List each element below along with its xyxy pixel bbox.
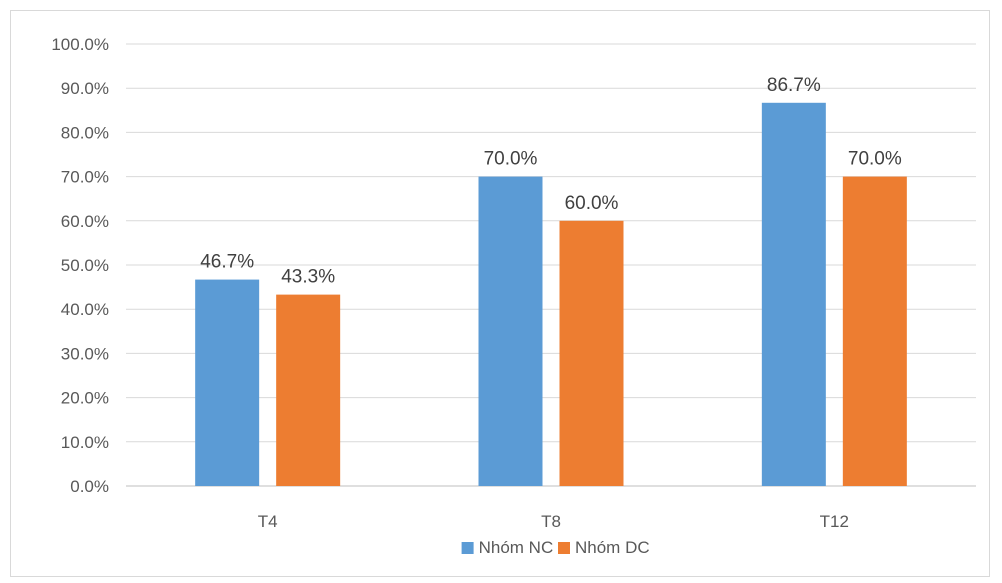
data-label: 46.7% bbox=[200, 252, 254, 273]
y-tick-label: 80.0% bbox=[61, 123, 109, 142]
y-tick-label: 70.0% bbox=[61, 168, 109, 187]
bar bbox=[842, 176, 907, 486]
y-tick-label: 0.0% bbox=[70, 477, 109, 496]
bar bbox=[559, 220, 624, 487]
x-tick-label: T4 bbox=[258, 512, 278, 531]
y-axis-tick-labels: 0.0% 10.0% 20.0% 30.0% 40.0% 50.0% 60.0% 70.0% 8… bbox=[51, 35, 109, 496]
bar-chart: 0.0% 10.0% 20.0% 30.0% 40.0% 50.0% 60.0% 70.0% 8… bbox=[51, 35, 976, 557]
legend-label: Nhóm NC bbox=[479, 538, 554, 557]
x-tick-label: T12 bbox=[820, 512, 849, 531]
data-label: 70.0% bbox=[484, 149, 538, 170]
y-tick-label: 20.0% bbox=[61, 389, 109, 408]
chart-frame: 0.0% 10.0% 20.0% 30.0% 40.0% 50.0% 60.0% 70.0% 8… bbox=[10, 10, 990, 577]
legend-label: Nhóm DC bbox=[575, 538, 650, 557]
data-labels: 46.7% 43.3% 70.0% 60.0% 86.7% 70.0% bbox=[200, 75, 902, 288]
bars bbox=[195, 102, 907, 487]
y-tick-label: 30.0% bbox=[61, 344, 109, 363]
bar bbox=[478, 176, 543, 486]
x-axis-category-labels: T4 T8 T12 bbox=[258, 512, 849, 531]
bar bbox=[195, 279, 260, 486]
y-tick-label: 10.0% bbox=[61, 433, 109, 452]
x-tick-label: T8 bbox=[541, 512, 561, 531]
bar bbox=[761, 102, 826, 486]
legend: Nhóm NC Nhóm DC bbox=[461, 538, 650, 557]
legend-swatch bbox=[461, 542, 474, 554]
data-label: 43.3% bbox=[281, 267, 335, 288]
y-tick-label: 90.0% bbox=[61, 79, 109, 98]
data-label: 86.7% bbox=[767, 75, 821, 96]
gridlines bbox=[126, 43, 976, 487]
y-tick-label: 50.0% bbox=[61, 256, 109, 275]
y-tick-label: 60.0% bbox=[61, 212, 109, 231]
y-tick-label: 40.0% bbox=[61, 300, 109, 319]
data-label: 60.0% bbox=[565, 193, 619, 214]
legend-swatch bbox=[558, 542, 570, 554]
bar bbox=[276, 294, 341, 486]
data-label: 70.0% bbox=[848, 149, 902, 170]
y-tick-label: 100.0% bbox=[51, 35, 109, 54]
